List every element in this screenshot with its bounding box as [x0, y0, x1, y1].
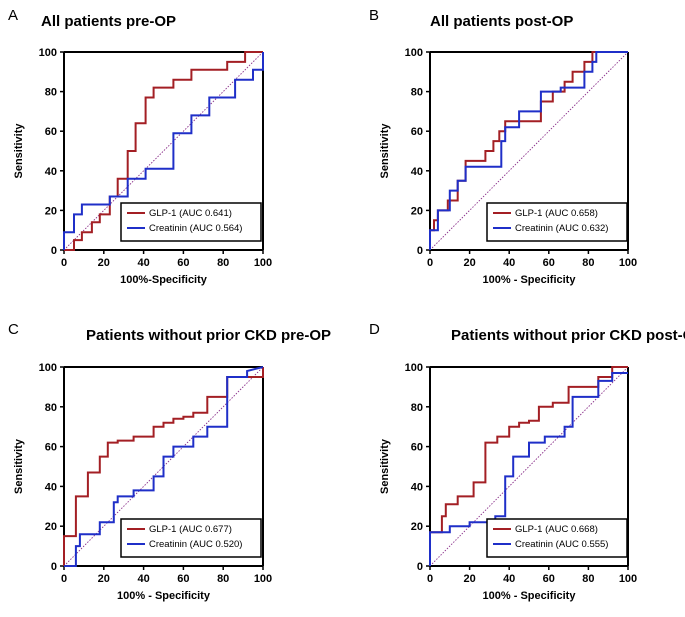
y-axis-label: Sensitivity [379, 438, 391, 494]
y-tick-label: 100 [405, 362, 423, 374]
y-tick-label: 40 [45, 166, 57, 178]
y-tick-label: 100 [39, 47, 57, 59]
series-line-glp1 [64, 51, 263, 251]
legend-label-creatinin: Creatinin (AUC 0.555) [515, 539, 608, 550]
x-tick-label: 100 [619, 257, 637, 269]
y-axis-label: Sensitivity [13, 123, 25, 179]
chart-panel-b: B All patients post-OP 0 20 40 60 80 100 0 20 40 60… [369, 7, 637, 286]
y-tick-label: 0 [51, 245, 57, 257]
y-tick-label: 80 [411, 87, 423, 99]
series-line-glp1 [429, 366, 628, 566]
x-tick-label: 40 [503, 573, 515, 585]
chart-title: All patients post-OP [430, 13, 573, 30]
y-tick-label: 20 [411, 205, 423, 217]
y-tick-label: 20 [45, 205, 57, 217]
panel-label: D [369, 321, 380, 338]
x-tick-label: 0 [61, 257, 67, 269]
legend-label-creatinin: Creatinin (AUC 0.632) [515, 223, 608, 234]
x-tick-label: 100 [254, 573, 272, 585]
y-tick-label: 40 [411, 166, 423, 178]
x-axis-label: 100% - Specificity [483, 590, 577, 602]
x-tick-label: 60 [543, 573, 555, 585]
x-tick-label: 20 [98, 573, 110, 585]
x-tick-label: 20 [463, 257, 475, 269]
x-axis-label: 100% - Specificity [483, 274, 577, 286]
legend-label-creatinin: Creatinin (AUC 0.564) [149, 223, 242, 234]
y-tick-label: 100 [405, 47, 423, 59]
panel-label: C [8, 321, 19, 338]
y-axis-label: Sensitivity [13, 438, 25, 494]
x-tick-label: 20 [98, 257, 110, 269]
x-tick-label: 80 [582, 573, 594, 585]
legend-box [120, 202, 262, 242]
series-line-creatinin [429, 51, 628, 250]
y-tick-label: 80 [45, 402, 57, 414]
x-tick-label: 100 [254, 257, 272, 269]
chart-panel-d: D Patients without prior CKD post-OP 0 20 40… [369, 321, 685, 602]
x-tick-label: 0 [427, 257, 433, 269]
chart-panel-a: A All patients pre-OP 0 20 40 60 80 100 0 20 40 60 8… [8, 7, 272, 286]
x-tick-label: 60 [177, 573, 189, 585]
y-tick-label: 0 [417, 245, 423, 257]
series-line-glp1 [63, 367, 264, 566]
panel-label: A [8, 7, 18, 24]
reference-diagonal-line [63, 366, 264, 567]
x-tick-label: 40 [137, 257, 149, 269]
x-tick-label: 100 [619, 573, 637, 585]
x-tick-label: 40 [503, 257, 515, 269]
series-line-creatinin [63, 52, 264, 250]
y-tick-label: 60 [45, 442, 57, 454]
x-tick-label: 60 [177, 257, 189, 269]
x-tick-label: 20 [463, 573, 475, 585]
y-tick-label: 20 [45, 521, 57, 533]
x-tick-label: 0 [61, 573, 67, 585]
x-axis-label: 100% - Specificity [117, 590, 211, 602]
x-tick-label: 40 [137, 573, 149, 585]
y-tick-label: 60 [45, 126, 57, 138]
chart-title: All patients pre-OP [41, 13, 176, 30]
legend-label-glp1: GLP-1 (AUC 0.658) [515, 208, 598, 219]
chart-title: Patients without prior CKD pre-OP [86, 327, 331, 344]
y-tick-label: 40 [45, 481, 57, 493]
x-axis-label: 100%-Specificity [120, 274, 208, 286]
y-tick-label: 40 [411, 481, 423, 493]
y-tick-label: 80 [411, 402, 423, 414]
series-line-creatinin [64, 366, 264, 567]
y-tick-label: 20 [411, 521, 423, 533]
legend-label-glp1: GLP-1 (AUC 0.677) [149, 524, 232, 535]
x-tick-label: 80 [217, 573, 229, 585]
y-tick-label: 60 [411, 126, 423, 138]
chart-title: Patients without prior CKD post-OP [451, 327, 685, 344]
legend-box [486, 202, 628, 242]
chart-panel-c: C Patients without prior CKD pre-OP 0 20 40 6… [8, 321, 331, 602]
y-tick-label: 100 [39, 362, 57, 374]
y-tick-label: 80 [45, 87, 57, 99]
y-tick-label: 0 [51, 561, 57, 573]
legend-label-glp1: GLP-1 (AUC 0.668) [515, 524, 598, 535]
y-tick-label: 0 [417, 561, 423, 573]
legend-label-glp1: GLP-1 (AUC 0.641) [149, 208, 232, 219]
series-line-creatinin [429, 372, 628, 566]
x-tick-label: 60 [543, 257, 555, 269]
legend-box [120, 518, 262, 558]
y-tick-label: 60 [411, 442, 423, 454]
legend-box [486, 518, 628, 558]
legend-label-creatinin: Creatinin (AUC 0.520) [149, 539, 242, 550]
x-tick-label: 0 [427, 573, 433, 585]
x-tick-label: 80 [582, 257, 594, 269]
panel-label: B [369, 7, 379, 24]
x-tick-label: 80 [217, 257, 229, 269]
y-axis-label: Sensitivity [379, 123, 391, 179]
